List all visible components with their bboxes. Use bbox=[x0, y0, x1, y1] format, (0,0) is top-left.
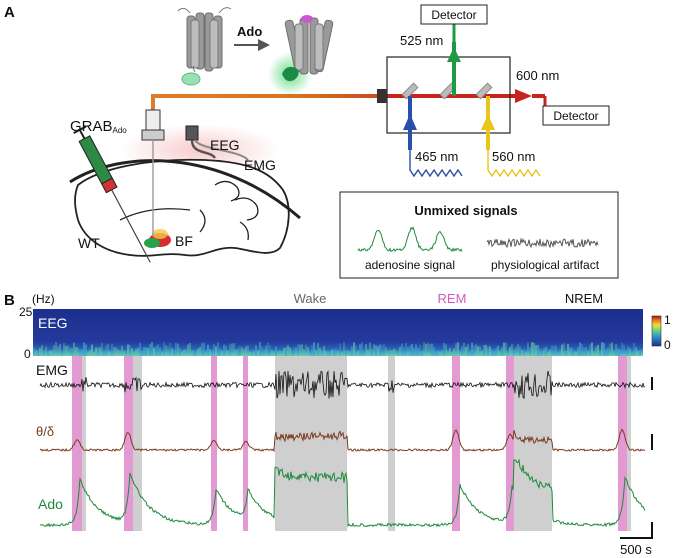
eeg-anatomy-label: EEG bbox=[210, 137, 240, 153]
emg-trace-label: EMG bbox=[36, 362, 68, 378]
sleep-state-bands bbox=[72, 356, 631, 531]
blue-excitation-wave bbox=[409, 150, 463, 178]
theta-delta-trace bbox=[39, 428, 646, 453]
state-rem-label: REM bbox=[438, 291, 467, 306]
ado-trace bbox=[39, 458, 646, 528]
emg-trace bbox=[39, 370, 645, 400]
wake-band bbox=[82, 356, 86, 531]
colorbar-max-label: 1 bbox=[664, 313, 671, 327]
detector-right-label: Detector bbox=[553, 109, 598, 123]
theta-delta-label: θ/δ bbox=[36, 424, 54, 439]
syringe-icon bbox=[73, 125, 151, 263]
wake-band bbox=[133, 356, 142, 531]
adenosine-signal-label: adenosine signal bbox=[365, 258, 455, 272]
rem-band bbox=[124, 356, 133, 531]
time-scale-bar bbox=[620, 522, 653, 539]
fiber-connector bbox=[377, 89, 387, 103]
spectrogram-texture bbox=[33, 342, 643, 356]
grab-label: GRABAdo bbox=[70, 118, 127, 135]
wavelength-525-label: 525 nm bbox=[400, 33, 443, 48]
emg-anatomy-label: EMG bbox=[244, 157, 276, 173]
detector-top-box bbox=[420, 4, 488, 25]
receptor-inactive-icon bbox=[177, 7, 232, 86]
adenosine-mini-trace bbox=[357, 226, 463, 253]
detector-right-box bbox=[542, 105, 610, 126]
bf-label: BF bbox=[175, 233, 193, 249]
detector-top-label: Detector bbox=[431, 8, 476, 22]
wavelength-560-label: 560 nm bbox=[492, 149, 535, 164]
rem-band bbox=[243, 356, 248, 531]
eeg-trace-label: EEG bbox=[38, 315, 68, 331]
red-arrowhead bbox=[515, 89, 532, 103]
unmixed-title: Unmixed signals bbox=[414, 203, 517, 218]
receptor-active-icon bbox=[268, 15, 334, 96]
fiber-implant bbox=[141, 109, 165, 236]
ado-ligand-label: Ado bbox=[237, 24, 262, 39]
artifact-label: physiological artifact bbox=[491, 258, 600, 272]
time-scale-label: 500 s bbox=[620, 542, 652, 557]
freq-min-label: 0 bbox=[24, 347, 31, 361]
hz-unit-label: (Hz) bbox=[32, 292, 55, 306]
panel-b-label: B bbox=[4, 292, 15, 309]
artifact-mini-trace bbox=[486, 237, 599, 249]
ado-trace-label: Ado bbox=[38, 496, 63, 512]
wavelength-600-label: 600 nm bbox=[516, 68, 559, 83]
rem-band bbox=[618, 356, 627, 531]
rem-band bbox=[452, 356, 460, 531]
wake-band bbox=[275, 356, 347, 531]
unmixed-signals-box bbox=[339, 191, 619, 279]
eeg-emg-headstage bbox=[185, 125, 249, 161]
colorbar bbox=[651, 315, 662, 347]
yellow-excitation-wave bbox=[487, 150, 541, 178]
panel-a-label: A bbox=[4, 4, 15, 21]
wavelength-465-label: 465 nm bbox=[415, 149, 458, 164]
wake-band bbox=[388, 356, 395, 531]
wake-band bbox=[627, 356, 631, 531]
state-wake-label: Wake bbox=[294, 291, 327, 306]
eeg-spectrogram bbox=[33, 309, 643, 356]
optical-fiber bbox=[151, 94, 385, 118]
rem-band bbox=[72, 356, 82, 531]
colorbar-min-label: 0 bbox=[664, 338, 671, 352]
wt-label: WT bbox=[78, 235, 100, 251]
freq-max-label: 25 bbox=[19, 305, 33, 319]
state-nrem-label: NREM bbox=[565, 291, 603, 306]
rem-band bbox=[506, 356, 514, 531]
rem-band bbox=[211, 356, 217, 531]
